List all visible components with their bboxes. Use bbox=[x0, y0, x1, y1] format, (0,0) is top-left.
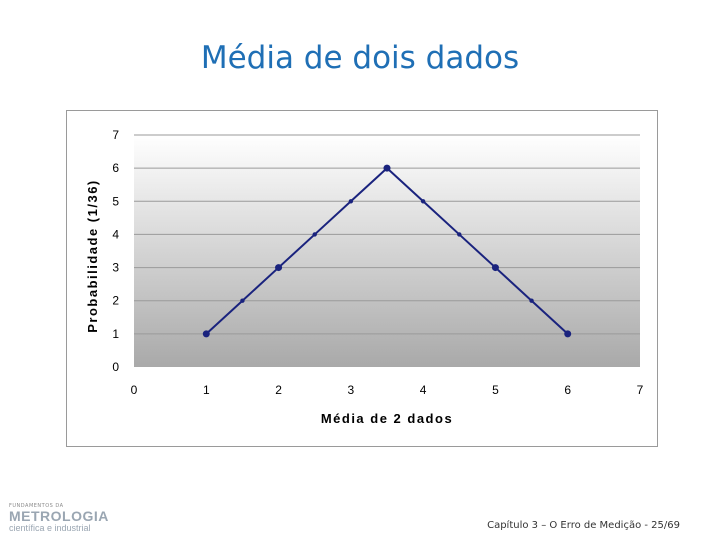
line-chart: 0 1 2 3 4 5 6 7 0 1 2 3 4 5 6 7 Média de 2 dados Proba… bbox=[85, 128, 644, 426]
x-tick-label: 3 bbox=[348, 383, 355, 397]
data-point-marker bbox=[564, 330, 572, 338]
y-tick-label: 7 bbox=[112, 128, 119, 142]
x-tick-label: 0 bbox=[131, 383, 138, 397]
y-tick-label: 6 bbox=[112, 161, 119, 175]
data-point-marker bbox=[275, 264, 283, 272]
plot-area bbox=[134, 135, 640, 367]
y-tick-label: 1 bbox=[112, 327, 119, 341]
y-tick-label: 4 bbox=[112, 227, 119, 241]
y-tick-labels: 0 1 2 3 4 5 6 7 bbox=[112, 128, 119, 374]
series-group bbox=[202, 164, 572, 338]
metrologia-logo: FUNDAMENTOS DA METROLOGIA científica e i… bbox=[9, 503, 119, 533]
x-tick-label: 7 bbox=[637, 383, 644, 397]
y-tick-label: 5 bbox=[112, 194, 119, 208]
x-tick-label: 2 bbox=[275, 383, 282, 397]
data-point-marker bbox=[202, 330, 210, 338]
chart-frame: 0 1 2 3 4 5 6 7 0 1 2 3 4 5 6 7 Média de 2 dados Proba… bbox=[66, 110, 658, 447]
slide-title: Média de dois dados bbox=[200, 40, 520, 76]
data-point bbox=[312, 232, 317, 237]
logo-sub-text: científica e industrial bbox=[9, 523, 91, 533]
data-point bbox=[529, 298, 534, 303]
data-point bbox=[457, 232, 462, 237]
y-tick-label: 2 bbox=[112, 294, 119, 308]
data-point bbox=[348, 199, 354, 204]
data-point-marker bbox=[491, 264, 499, 272]
data-point-marker bbox=[383, 164, 391, 172]
x-axis-label: Média de 2 dados bbox=[321, 411, 453, 426]
x-tick-label: 4 bbox=[420, 383, 427, 397]
logo-top-text: FUNDAMENTOS DA bbox=[9, 503, 64, 509]
x-tick-label: 1 bbox=[203, 383, 210, 397]
y-tick-label: 3 bbox=[112, 261, 119, 275]
logo-main-text: METROLOGIA bbox=[9, 508, 109, 524]
footer-page-info: Capítulo 3 – O Erro de Medição - 25/69 bbox=[487, 520, 680, 531]
y-tick-label: 0 bbox=[112, 360, 119, 374]
x-tick-label: 6 bbox=[564, 383, 571, 397]
y-axis-label: Probabilidade (1/36) bbox=[85, 179, 100, 333]
x-tick-labels: 0 1 2 3 4 5 6 7 bbox=[131, 383, 644, 397]
x-tick-label: 5 bbox=[492, 383, 499, 397]
data-point bbox=[240, 298, 245, 303]
data-point bbox=[420, 199, 426, 204]
